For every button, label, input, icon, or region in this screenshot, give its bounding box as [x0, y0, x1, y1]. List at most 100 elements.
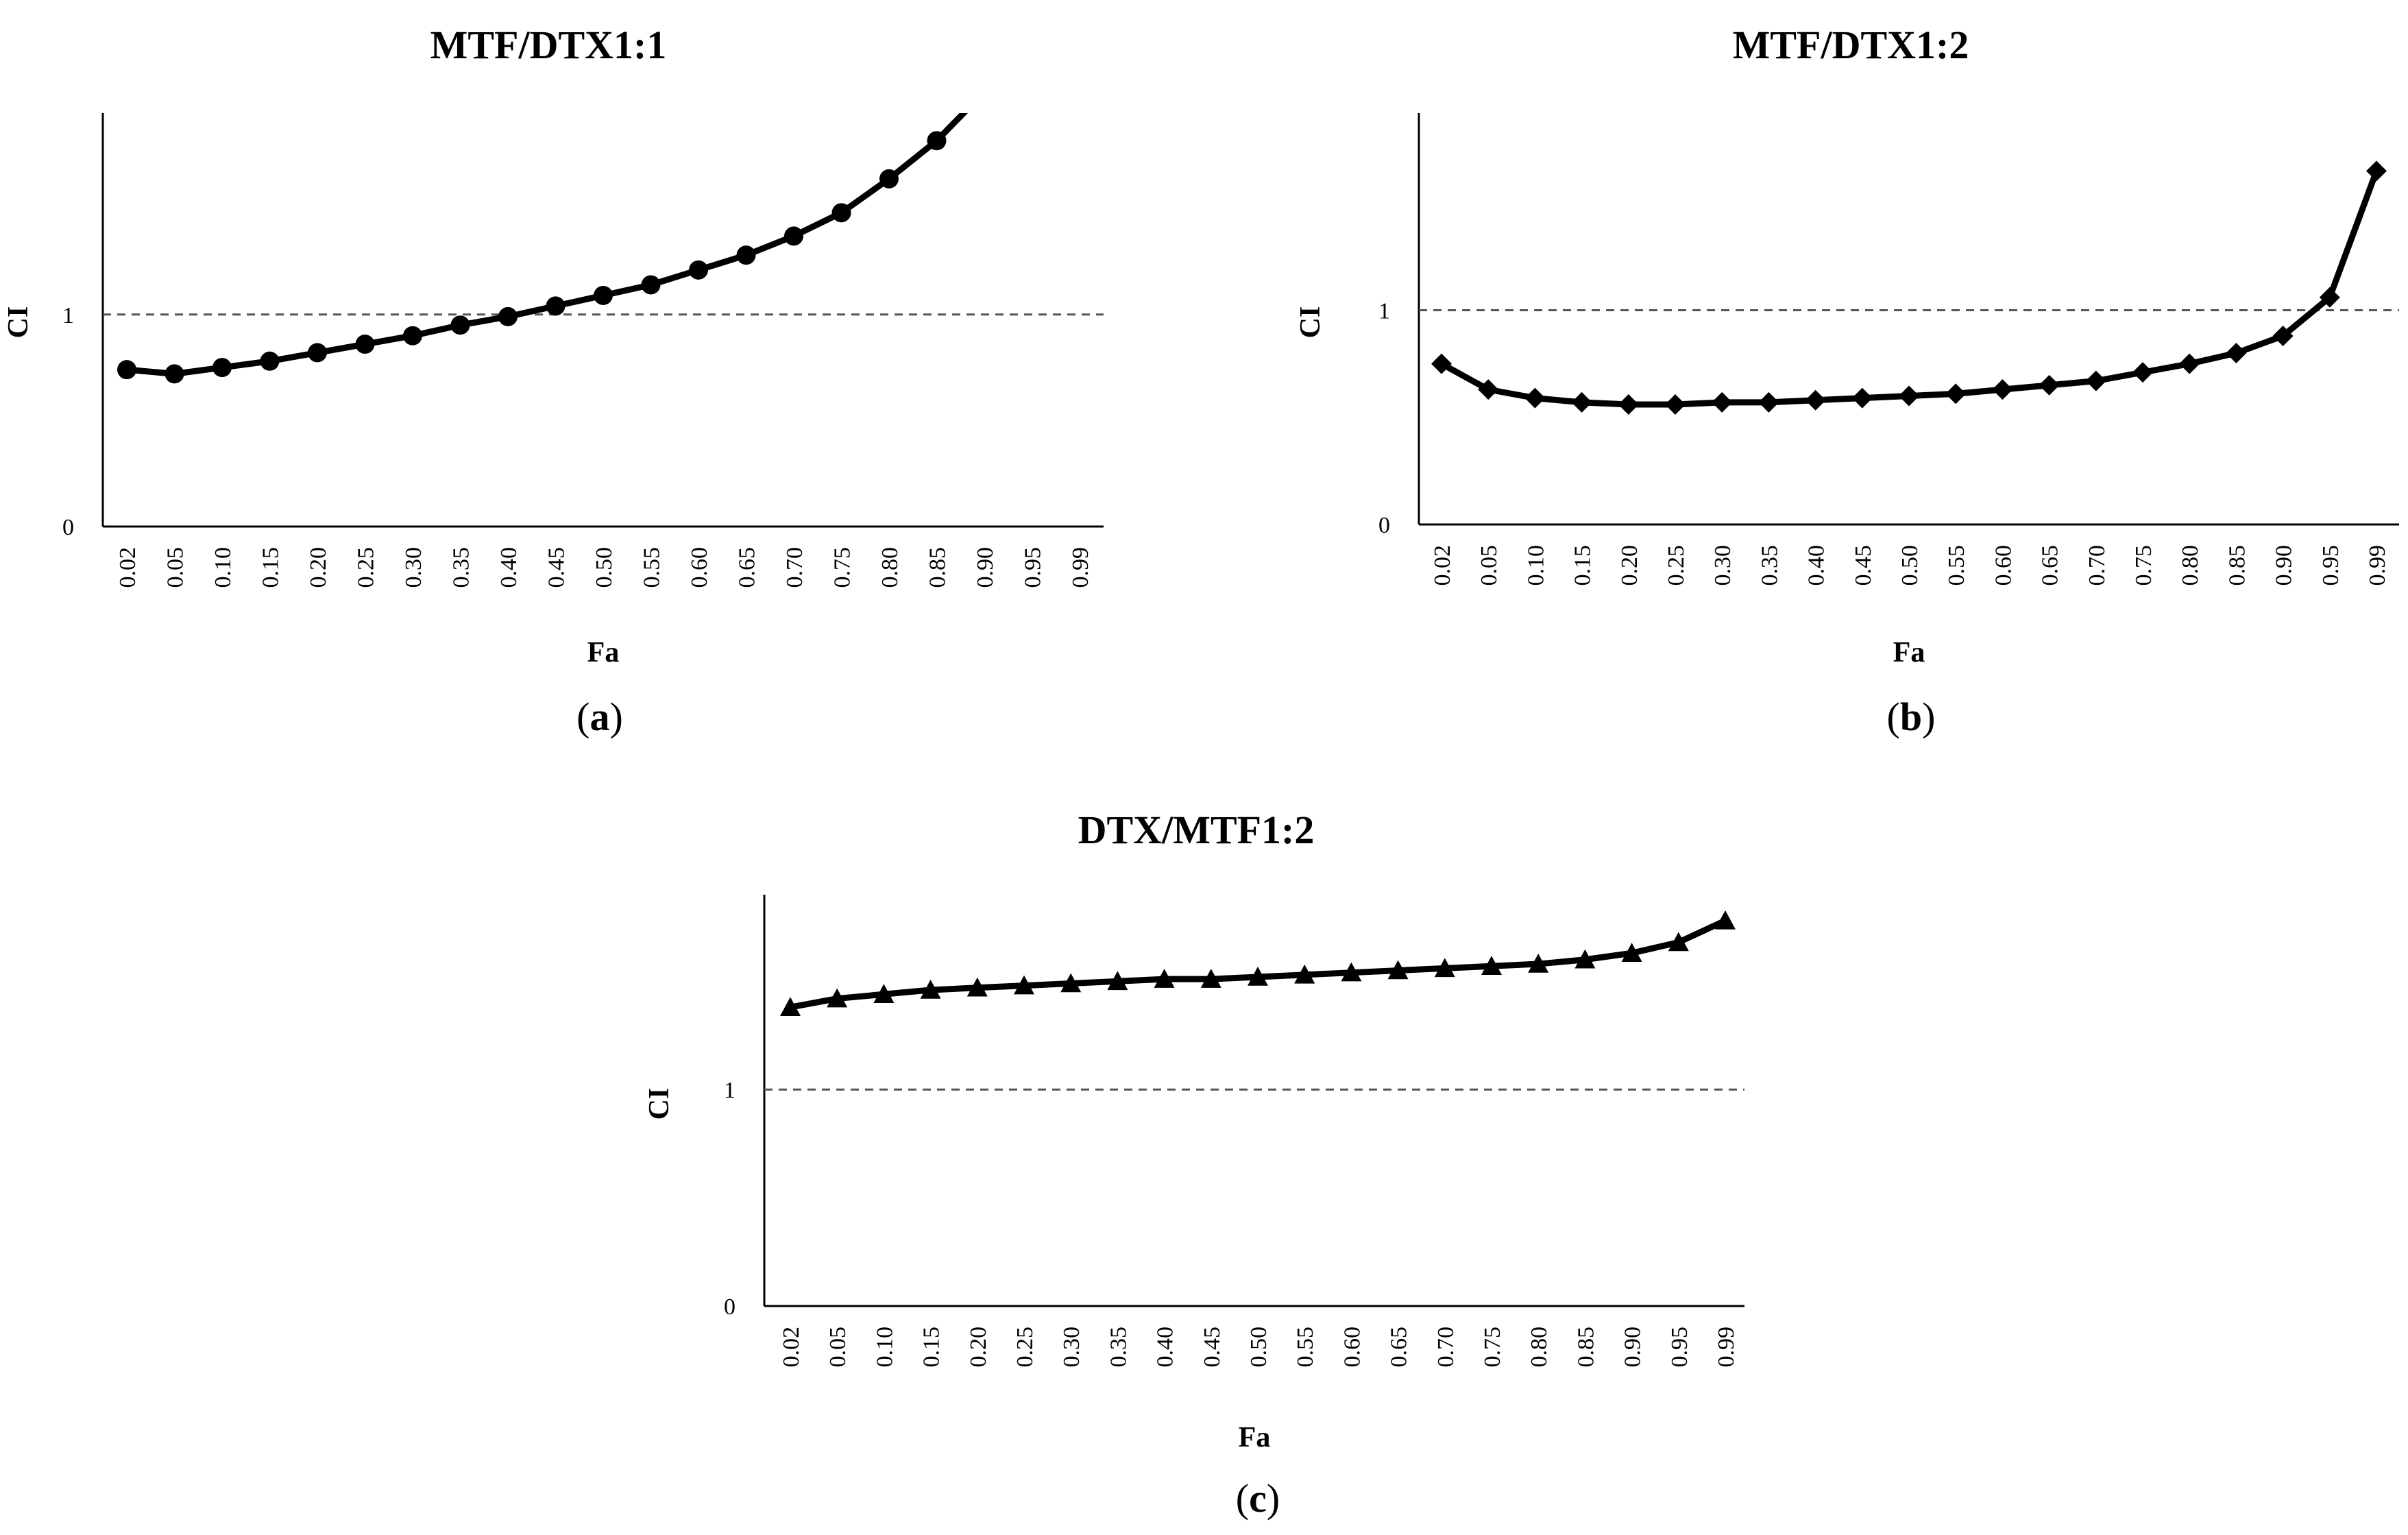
series [780, 910, 1736, 1016]
x-tick-label: 0.25 [1664, 545, 1689, 586]
chart-a: MTF/DTX1:1 0 1 0.02 0.05 0.10 0.15 0.20 0.25 0.30… [3, 23, 1104, 739]
x-tick-label: 0.75 [2131, 545, 2156, 586]
chart-title: DTX/MTF1:2 [1078, 808, 1315, 852]
x-tick-label: 0.65 [735, 547, 760, 588]
chart-title: MTF/DTX1:2 [1733, 23, 1969, 67]
x-tick-label: 0.55 [640, 547, 665, 588]
x-tick-label: 0.95 [1667, 1327, 1692, 1368]
data-point [1524, 387, 1546, 409]
x-tick-label: 0.40 [1804, 545, 1829, 586]
data-point [2226, 343, 2247, 363]
data-point [2179, 353, 2200, 374]
x-tick-label: 0.70 [2084, 545, 2110, 586]
series-line [123, 113, 969, 377]
data-point [355, 335, 375, 354]
x-tick-label: 0.85 [1573, 1327, 1598, 1368]
data-point [1060, 973, 1082, 993]
x-tick-label: 0.70 [782, 547, 807, 588]
x-tick-label: 0.15 [1570, 545, 1596, 586]
x-tick-label: 0.85 [925, 547, 951, 588]
data-point [2132, 362, 2153, 383]
data-point [920, 979, 941, 999]
x-tick-label: 0.85 [2224, 545, 2250, 586]
data-point [1571, 391, 1592, 413]
x-tick-label: 0.99 [1068, 547, 1093, 588]
data-point [736, 245, 756, 265]
data-point [1014, 975, 1034, 995]
data-point [780, 997, 801, 1016]
x-tick-label: 0.80 [877, 547, 903, 588]
x-axis-label: Fa [1893, 637, 1925, 668]
x-tick-label: 0.25 [1012, 1327, 1038, 1368]
data-point [1618, 394, 1639, 415]
x-tick-label: 0.60 [1339, 1327, 1365, 1368]
y-tick-label: 0 [1378, 513, 1390, 538]
data-point [966, 977, 988, 997]
x-tick-label: 0.15 [258, 547, 284, 588]
data-point [1154, 969, 1175, 988]
data-point [2319, 287, 2340, 308]
data-point [1899, 385, 1919, 407]
y-axis-label: CI [3, 306, 34, 339]
data-point [1200, 969, 1221, 988]
x-tick-label: 0.05 [1476, 545, 1502, 586]
x-tick-label: 0.35 [1106, 1327, 1131, 1368]
x-tick-label: 0.45 [544, 547, 570, 588]
x-tick-label: 0.75 [1480, 1327, 1505, 1368]
x-tick-label: 0.30 [1710, 545, 1736, 586]
x-tick-label: 0.05 [825, 1327, 851, 1368]
x-tick-label: 0.65 [2038, 545, 2063, 586]
x-tick-label: 0.99 [2365, 545, 2390, 586]
x-tick-label: 0.55 [1293, 1327, 1318, 1368]
x-tick-label: 0.50 [1246, 1327, 1272, 1368]
data-point [546, 296, 565, 316]
x-tick-label: 0.02 [779, 1327, 804, 1368]
panel-caption: (a) [576, 694, 623, 739]
x-tick-label: 0.70 [1433, 1327, 1459, 1368]
x-tick-label: 0.25 [354, 547, 379, 588]
data-point [1574, 949, 1596, 969]
x-tick-label: 0.20 [306, 547, 331, 588]
data-point [2085, 370, 2106, 391]
data-point [2272, 326, 2294, 346]
data-point [1294, 964, 1315, 984]
data-point [1107, 971, 1128, 991]
data-point [1621, 943, 1642, 963]
series [1431, 160, 2387, 415]
y-tick-label: 0 [724, 1294, 735, 1320]
data-point [784, 226, 803, 246]
data-point [594, 285, 613, 305]
x-tick-label: 0.65 [1387, 1327, 1412, 1368]
x-tick-label: 0.20 [1617, 545, 1642, 586]
y-tick-label: 1 [62, 303, 74, 328]
x-tick-label: 0.90 [1620, 1327, 1646, 1368]
data-point [1341, 962, 1362, 982]
x-tick-label: 0.80 [2178, 545, 2203, 586]
data-point [2039, 374, 2060, 396]
panel-caption: (c) [1236, 1476, 1280, 1521]
data-point [831, 203, 851, 223]
x-tick-label: 0.45 [1200, 1327, 1225, 1368]
data-point [927, 131, 947, 151]
x-tick-label: 0.80 [1527, 1327, 1552, 1368]
y-axis-label: CI [644, 1088, 675, 1120]
data-point [1805, 389, 1826, 411]
data-point [1851, 387, 1873, 409]
data-point [1431, 353, 1452, 374]
chart-title: MTF/DTX1:1 [430, 23, 667, 67]
data-point [1992, 379, 2013, 400]
data-point [1945, 383, 1967, 404]
chart-b: MTF/DTX1:2 0 1 0.02 0.05 0.10 0.15 0.20 0.25 0.30… [1295, 23, 2399, 739]
data-point [403, 326, 422, 346]
y-tick-label: 1 [1378, 299, 1390, 324]
x-tick-label: 0.10 [1523, 545, 1548, 586]
x-tick-label: 0.05 [163, 547, 188, 588]
x-tick-label: 0.20 [966, 1327, 991, 1368]
chart-c: DTX/MTF1:2 0 1 0.02 0.05 0.10 0.15 0.20 0.25 0.30… [644, 808, 1744, 1521]
x-tick-label: 0.55 [1944, 545, 1969, 586]
x-tick-label: 0.95 [1021, 547, 1046, 588]
x-tick-label: 0.10 [210, 547, 236, 588]
data-point [1665, 394, 1686, 415]
x-tick-label: 0.35 [1757, 545, 1782, 586]
